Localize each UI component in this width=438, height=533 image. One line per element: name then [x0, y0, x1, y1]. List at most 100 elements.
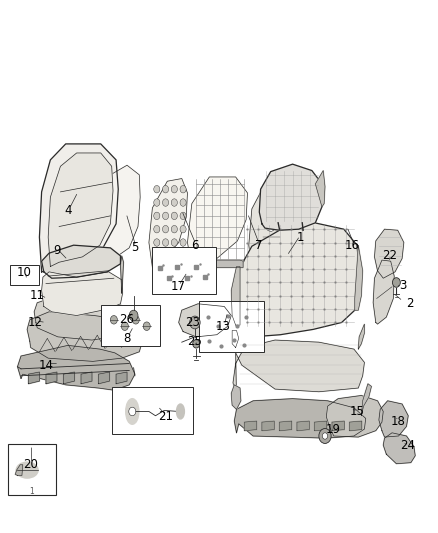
Bar: [101, 305, 160, 346]
Text: 4: 4: [64, 204, 72, 217]
Circle shape: [180, 199, 186, 206]
Polygon shape: [262, 421, 274, 431]
Text: 21: 21: [158, 410, 173, 423]
Circle shape: [180, 252, 186, 260]
Polygon shape: [39, 144, 118, 272]
Polygon shape: [42, 272, 123, 316]
Circle shape: [154, 212, 160, 220]
Polygon shape: [48, 153, 113, 266]
Polygon shape: [232, 330, 239, 348]
Bar: [8, 444, 56, 495]
Circle shape: [162, 212, 169, 220]
Polygon shape: [233, 340, 364, 399]
Polygon shape: [28, 372, 39, 384]
Text: 1: 1: [30, 487, 34, 496]
Circle shape: [129, 310, 138, 321]
Polygon shape: [64, 372, 74, 384]
Circle shape: [129, 407, 136, 416]
Polygon shape: [279, 421, 292, 431]
Bar: [199, 301, 264, 352]
Circle shape: [121, 322, 128, 330]
Circle shape: [171, 252, 177, 260]
Polygon shape: [42, 245, 120, 278]
Polygon shape: [373, 260, 394, 324]
Text: 13: 13: [216, 320, 231, 333]
Polygon shape: [15, 465, 23, 475]
Polygon shape: [46, 372, 57, 384]
Polygon shape: [94, 165, 140, 269]
Text: 10: 10: [17, 266, 32, 279]
Polygon shape: [120, 256, 124, 293]
Polygon shape: [361, 384, 371, 416]
Circle shape: [162, 239, 169, 246]
Text: 24: 24: [400, 439, 415, 451]
Text: 19: 19: [325, 423, 340, 435]
Polygon shape: [234, 399, 366, 438]
Polygon shape: [355, 245, 363, 310]
Text: 23: 23: [185, 317, 200, 329]
Polygon shape: [379, 401, 408, 437]
Circle shape: [162, 252, 169, 260]
Circle shape: [180, 239, 186, 246]
Bar: [112, 387, 193, 434]
Text: 14: 14: [39, 359, 53, 372]
Text: 15: 15: [350, 405, 364, 418]
Polygon shape: [259, 164, 323, 230]
Polygon shape: [350, 421, 362, 431]
Circle shape: [162, 225, 169, 233]
Polygon shape: [18, 345, 135, 390]
Circle shape: [154, 252, 160, 260]
Circle shape: [171, 185, 177, 193]
Text: 5: 5: [131, 241, 138, 254]
Text: 16: 16: [345, 239, 360, 252]
Polygon shape: [99, 372, 110, 384]
Ellipse shape: [177, 404, 184, 419]
Text: 3: 3: [399, 279, 406, 292]
Polygon shape: [315, 171, 325, 207]
Circle shape: [154, 185, 160, 193]
Polygon shape: [249, 182, 289, 269]
Bar: [10, 265, 39, 285]
Text: 2: 2: [406, 297, 413, 310]
Polygon shape: [231, 385, 241, 409]
Bar: [152, 247, 216, 294]
Circle shape: [154, 199, 160, 206]
Text: 8: 8: [124, 332, 131, 345]
Text: 7: 7: [254, 239, 262, 252]
Polygon shape: [149, 179, 187, 268]
Text: 12: 12: [28, 316, 42, 329]
Polygon shape: [179, 304, 231, 337]
Circle shape: [162, 185, 169, 193]
Circle shape: [190, 316, 200, 329]
Text: 17: 17: [170, 280, 185, 293]
Text: 11: 11: [30, 289, 45, 302]
Polygon shape: [81, 372, 92, 384]
Circle shape: [171, 199, 177, 206]
Circle shape: [319, 429, 331, 443]
Circle shape: [180, 212, 186, 220]
Polygon shape: [244, 421, 257, 431]
Polygon shape: [314, 421, 327, 431]
Polygon shape: [231, 266, 240, 325]
Circle shape: [162, 199, 169, 206]
Polygon shape: [326, 395, 383, 437]
Circle shape: [132, 316, 139, 324]
Polygon shape: [34, 296, 129, 340]
Circle shape: [171, 225, 177, 233]
Polygon shape: [358, 324, 364, 349]
Polygon shape: [332, 421, 344, 431]
Polygon shape: [187, 177, 247, 268]
Text: 26: 26: [120, 313, 134, 326]
Polygon shape: [116, 372, 127, 384]
Text: 22: 22: [382, 249, 397, 262]
Text: 18: 18: [391, 415, 406, 427]
Text: 20: 20: [23, 458, 38, 471]
Circle shape: [180, 185, 186, 193]
Text: 6: 6: [191, 239, 199, 252]
Circle shape: [171, 212, 177, 220]
Text: 1: 1: [296, 231, 304, 244]
Polygon shape: [383, 433, 415, 464]
Circle shape: [143, 322, 150, 330]
Circle shape: [110, 316, 117, 324]
Polygon shape: [196, 260, 243, 268]
